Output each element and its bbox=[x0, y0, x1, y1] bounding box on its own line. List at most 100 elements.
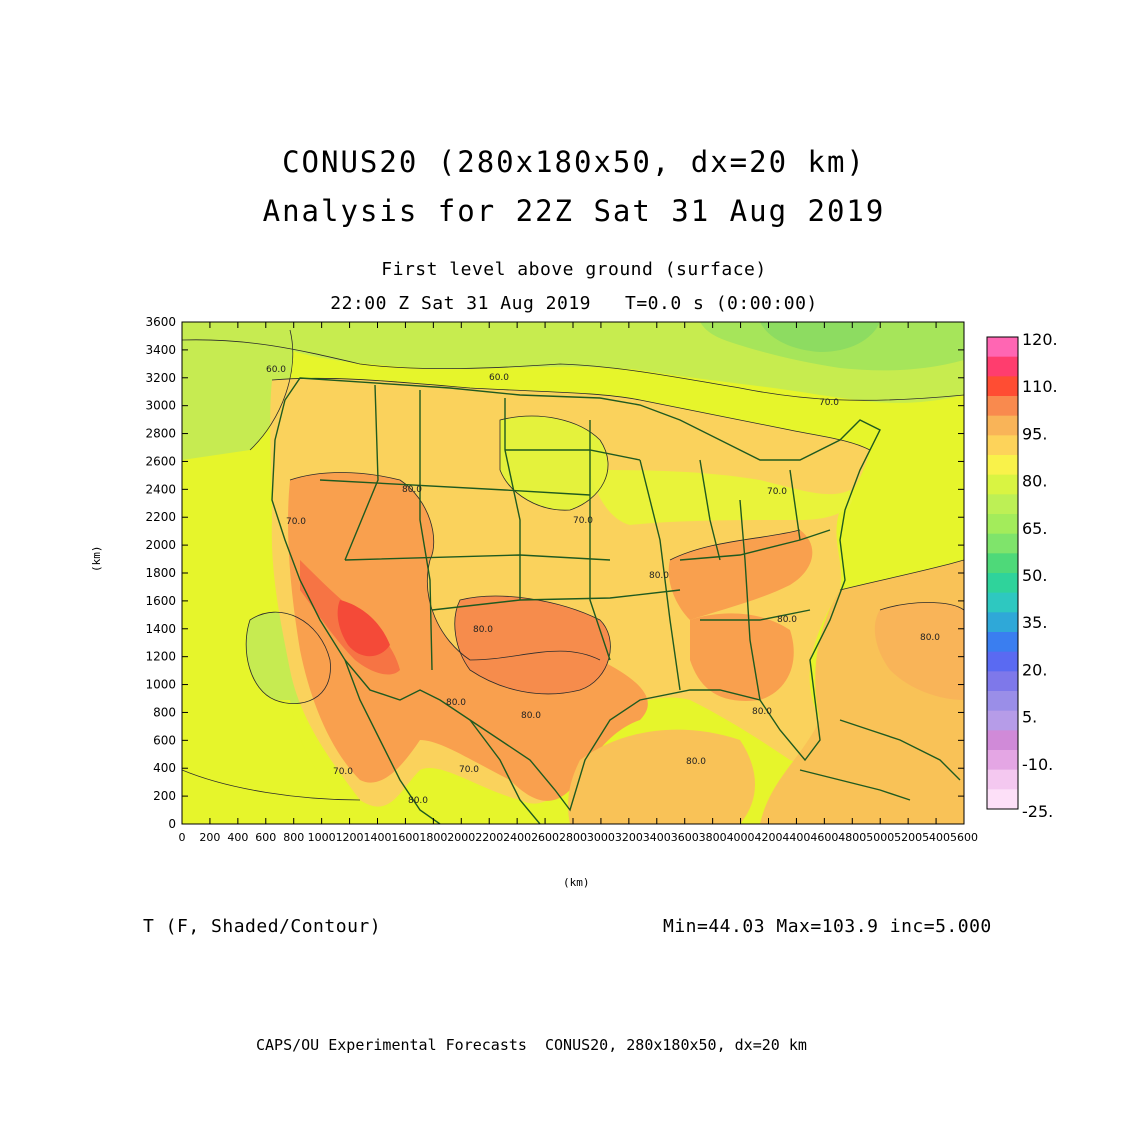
colorbar-swatch bbox=[987, 750, 1018, 771]
colorbar-swatch bbox=[987, 651, 1018, 672]
y-tick-label: 2200 bbox=[145, 510, 176, 524]
y-tick-label: 1000 bbox=[145, 678, 176, 692]
y-tick-label: 800 bbox=[153, 705, 176, 719]
y-tick-label: 3400 bbox=[145, 343, 176, 357]
colorbar-swatch bbox=[987, 730, 1018, 751]
x-tick-label: 1800 bbox=[419, 831, 447, 844]
y-tick-label: 1200 bbox=[145, 650, 176, 664]
temperature-map: 0 200 400 600 800 1000 1200 1400 1600 1800 2000 220… bbox=[145, 315, 1058, 844]
colorbar-label: 20. bbox=[1022, 660, 1047, 679]
x-tick-label: 3400 bbox=[643, 831, 671, 844]
x-tick-label: 5400 bbox=[922, 831, 950, 844]
contour-label: 60.0 bbox=[489, 373, 509, 383]
x-tick-label: 800 bbox=[283, 831, 304, 844]
contour-label: 60.0 bbox=[266, 365, 286, 375]
y-tick-label: 1400 bbox=[145, 622, 176, 636]
contour-label: 80.0 bbox=[521, 711, 541, 721]
contour-label: 70.0 bbox=[819, 398, 839, 408]
map-subtitle-line2: 22:00 Z Sat 31 Aug 2019 T=0.0 s (0:00:00… bbox=[330, 293, 818, 314]
map-title-line1: CONUS20 (280x180x50, dx=20 km) bbox=[282, 145, 866, 179]
y-tick-label: 600 bbox=[153, 733, 176, 747]
x-tick-label: 400 bbox=[227, 831, 248, 844]
y-tick-label: 2400 bbox=[145, 482, 176, 496]
colorbar-swatch bbox=[987, 691, 1018, 712]
contour-label: 80.0 bbox=[402, 485, 422, 495]
borders bbox=[271, 377, 961, 824]
x-tick-label: 2600 bbox=[531, 831, 559, 844]
contour-label: 80.0 bbox=[752, 707, 772, 717]
y-tick-label: 200 bbox=[153, 789, 176, 803]
colorbar-swatch bbox=[987, 494, 1018, 515]
colorbar-swatch bbox=[987, 455, 1018, 476]
x-tick-label: 3000 bbox=[587, 831, 615, 844]
x-tick-label: 200 bbox=[199, 831, 220, 844]
colorbar-label: 35. bbox=[1022, 613, 1047, 632]
contour-label: 80.0 bbox=[777, 615, 797, 625]
contour-label: 80.0 bbox=[408, 796, 428, 806]
colorbar-swatch bbox=[987, 769, 1018, 790]
color-legend: 120. 110. 95. 80. 65. 50. 35. 20. 5. -10. -25. bbox=[986, 330, 1058, 821]
y-tick-label: 1600 bbox=[145, 594, 176, 608]
colorbar-swatch bbox=[987, 573, 1018, 594]
colorbar-swatch bbox=[987, 671, 1018, 692]
colorbar-swatch bbox=[987, 789, 1018, 810]
x-tick-label: 600 bbox=[255, 831, 276, 844]
contour-lines bbox=[182, 329, 964, 801]
map-title-line2: Analysis for 22Z Sat 31 Aug 2019 bbox=[262, 194, 886, 228]
colorbar-swatch bbox=[987, 533, 1018, 554]
x-tick-label: 1600 bbox=[391, 831, 419, 844]
footer-credit: CAPS/OU Experimental Forecasts CONUS20, … bbox=[256, 1036, 807, 1054]
colorbar-swatch bbox=[987, 415, 1018, 436]
contour-label: 70.0 bbox=[767, 487, 787, 497]
y-tick-label: 400 bbox=[153, 761, 176, 775]
y-tick-label: 1800 bbox=[145, 566, 176, 580]
colorbar-swatch bbox=[987, 632, 1018, 653]
colorbar-swatch bbox=[987, 337, 1018, 358]
variable-label: T (F, Shaded/Contour) bbox=[143, 916, 382, 937]
x-tick-label: 2800 bbox=[559, 831, 587, 844]
x-tick-label: 1000 bbox=[308, 831, 336, 844]
contour-label: 70.0 bbox=[286, 517, 306, 527]
colorbar-label: 50. bbox=[1022, 566, 1047, 585]
contour-label: 80.0 bbox=[446, 698, 466, 708]
x-tick-label: 2000 bbox=[447, 831, 475, 844]
colorbar-swatch bbox=[987, 435, 1018, 456]
x-tick-label: 5000 bbox=[866, 831, 894, 844]
colorbar-swatch bbox=[987, 376, 1018, 397]
x-tick-label: 4200 bbox=[755, 831, 783, 844]
x-tick-label: 2400 bbox=[503, 831, 531, 844]
colorbar-swatch bbox=[987, 553, 1018, 574]
y-axis: 0 200 400 600 800 1000 1200 1400 1600 1800 2000 220… bbox=[145, 315, 964, 831]
x-tick-label: 5600 bbox=[950, 831, 978, 844]
colorbar-swatch bbox=[987, 612, 1018, 633]
y-tick-label: 2000 bbox=[145, 538, 176, 552]
x-tick-label: 4400 bbox=[782, 831, 810, 844]
colorbar-label: 65. bbox=[1022, 519, 1047, 538]
contour-label: 80.0 bbox=[686, 757, 706, 767]
colorbar-label: 80. bbox=[1022, 472, 1047, 491]
y-tick-label: 3600 bbox=[145, 315, 176, 329]
x-axis-label: (km) bbox=[563, 876, 590, 889]
x-tick-label: 4000 bbox=[727, 831, 755, 844]
contour-label: 80.0 bbox=[649, 571, 669, 581]
contour-label: 70.0 bbox=[333, 767, 353, 777]
x-tick-label: 4600 bbox=[810, 831, 838, 844]
x-tick-label: 0 bbox=[179, 831, 186, 844]
x-tick-label: 3600 bbox=[671, 831, 699, 844]
contour-label: 70.0 bbox=[459, 765, 479, 775]
colorbar-swatch bbox=[987, 474, 1018, 495]
colorbar-swatch bbox=[987, 396, 1018, 417]
contour-label: 80.0 bbox=[473, 625, 493, 635]
contour-label: 80.0 bbox=[920, 633, 940, 643]
colorbar-label: 110. bbox=[1022, 377, 1058, 396]
contour-label: 70.0 bbox=[573, 516, 593, 526]
map-subtitle-line1: First level above ground (surface) bbox=[381, 259, 767, 280]
x-axis: 0 200 400 600 800 1000 1200 1400 1600 1800 2000 220… bbox=[179, 322, 978, 844]
colorbar-swatch bbox=[987, 710, 1018, 731]
x-tick-label: 3200 bbox=[615, 831, 643, 844]
y-tick-label: 3200 bbox=[145, 371, 176, 385]
x-tick-label: 3800 bbox=[699, 831, 727, 844]
stats-label: Min=44.03 Max=103.9 inc=5.000 bbox=[663, 916, 992, 937]
colorbar-label: 95. bbox=[1022, 424, 1047, 443]
colorbar-swatch bbox=[987, 592, 1018, 613]
